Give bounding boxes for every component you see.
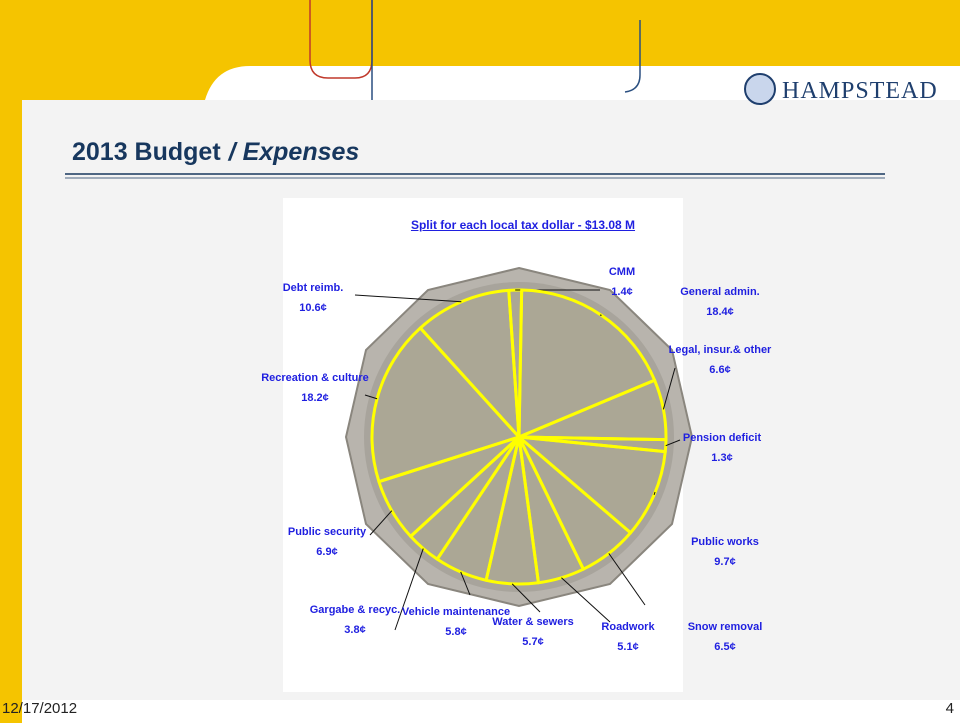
left-band: [0, 0, 22, 723]
slide-title: 2013 Budget / Expenses: [72, 138, 359, 167]
leader-line: [460, 571, 471, 596]
value-label: 5.7¢: [522, 636, 544, 648]
value-label: 6.5¢: [714, 641, 736, 653]
slice-label: Public security 6.9¢: [267, 522, 387, 562]
content-left: [22, 100, 66, 700]
value-label: 10.6¢: [299, 302, 327, 314]
category-label: Gargabe & recyc.: [309, 604, 401, 616]
logo-text: HAMPSTEAD: [782, 78, 938, 104]
slice-label: Debt reimb. 10.6¢: [253, 278, 373, 318]
leader-line: [364, 394, 378, 400]
slice-label: Water & sewers 5.7¢: [473, 612, 593, 652]
category-label: Water & sewers: [492, 616, 574, 628]
category-label: Public works: [691, 536, 759, 548]
slice-label: Pension deficit 1.3¢: [662, 428, 782, 468]
footer-date: 12/17/2012: [2, 700, 78, 717]
leader-line: [354, 294, 462, 303]
tab: [66, 66, 960, 100]
category-label: General admin.: [680, 286, 760, 298]
chart-title: Split for each local tax dollar - $13.08…: [410, 218, 636, 232]
slice-label: Public works 9.7¢: [665, 532, 785, 572]
category-label: Vehicle maintenance: [401, 606, 511, 618]
leader-line: [369, 510, 393, 536]
value-label: 6.9¢: [316, 546, 338, 558]
category-label: CMM: [608, 266, 636, 278]
slice-label: Legal, insur.& other 6.6¢: [660, 340, 780, 380]
value-label: 18.4¢: [706, 306, 734, 318]
value-label: 18.2¢: [301, 392, 329, 404]
leader-line: [561, 577, 611, 623]
slice-label: Roadwork 5.1¢: [568, 617, 688, 657]
slice-label: Snow removal 6.5¢: [665, 617, 785, 657]
deco-line: [309, 0, 373, 79]
value-label: 3.8¢: [344, 624, 366, 636]
leader-line: [653, 491, 656, 496]
value-label: 5.8¢: [445, 626, 467, 638]
title-italic: / Expenses: [228, 138, 360, 166]
category-label: Pension deficit: [682, 432, 762, 444]
category-label: Recreation & culture: [261, 372, 369, 384]
slice-label: Vehicle maintenance 5.8¢: [396, 602, 516, 642]
category-label: Debt reimb.: [282, 282, 344, 294]
category-label: Legal, insur.& other: [668, 344, 772, 356]
deco-line: [371, 0, 641, 100]
slice-label: Recreation & culture 18.2¢: [255, 368, 375, 408]
value-label: 1.4¢: [611, 286, 633, 298]
slice-label: Gargabe & recyc. 3.8¢: [295, 600, 415, 640]
leader-line: [394, 548, 424, 631]
value-label: 9.7¢: [714, 556, 736, 568]
category-label: Public security: [287, 526, 367, 538]
leader-line: [665, 439, 681, 447]
leader-line: [511, 583, 541, 613]
leader-line: [608, 553, 646, 606]
leader-line: [662, 367, 676, 410]
category-label: Roadwork: [601, 621, 655, 633]
value-label: 1.3¢: [711, 452, 733, 464]
value-label: 6.6¢: [709, 364, 731, 376]
title-text: 2013 Budget: [72, 138, 221, 166]
value-label: 5.1¢: [617, 641, 639, 653]
slice-label: General admin. 18.4¢: [660, 282, 780, 322]
slice-label: CMM 1.4¢: [562, 262, 682, 302]
category-label: Snow removal: [687, 621, 763, 633]
logo-crest: [744, 73, 776, 105]
pie-slice: [370, 326, 521, 484]
page-number: 4: [945, 700, 954, 717]
